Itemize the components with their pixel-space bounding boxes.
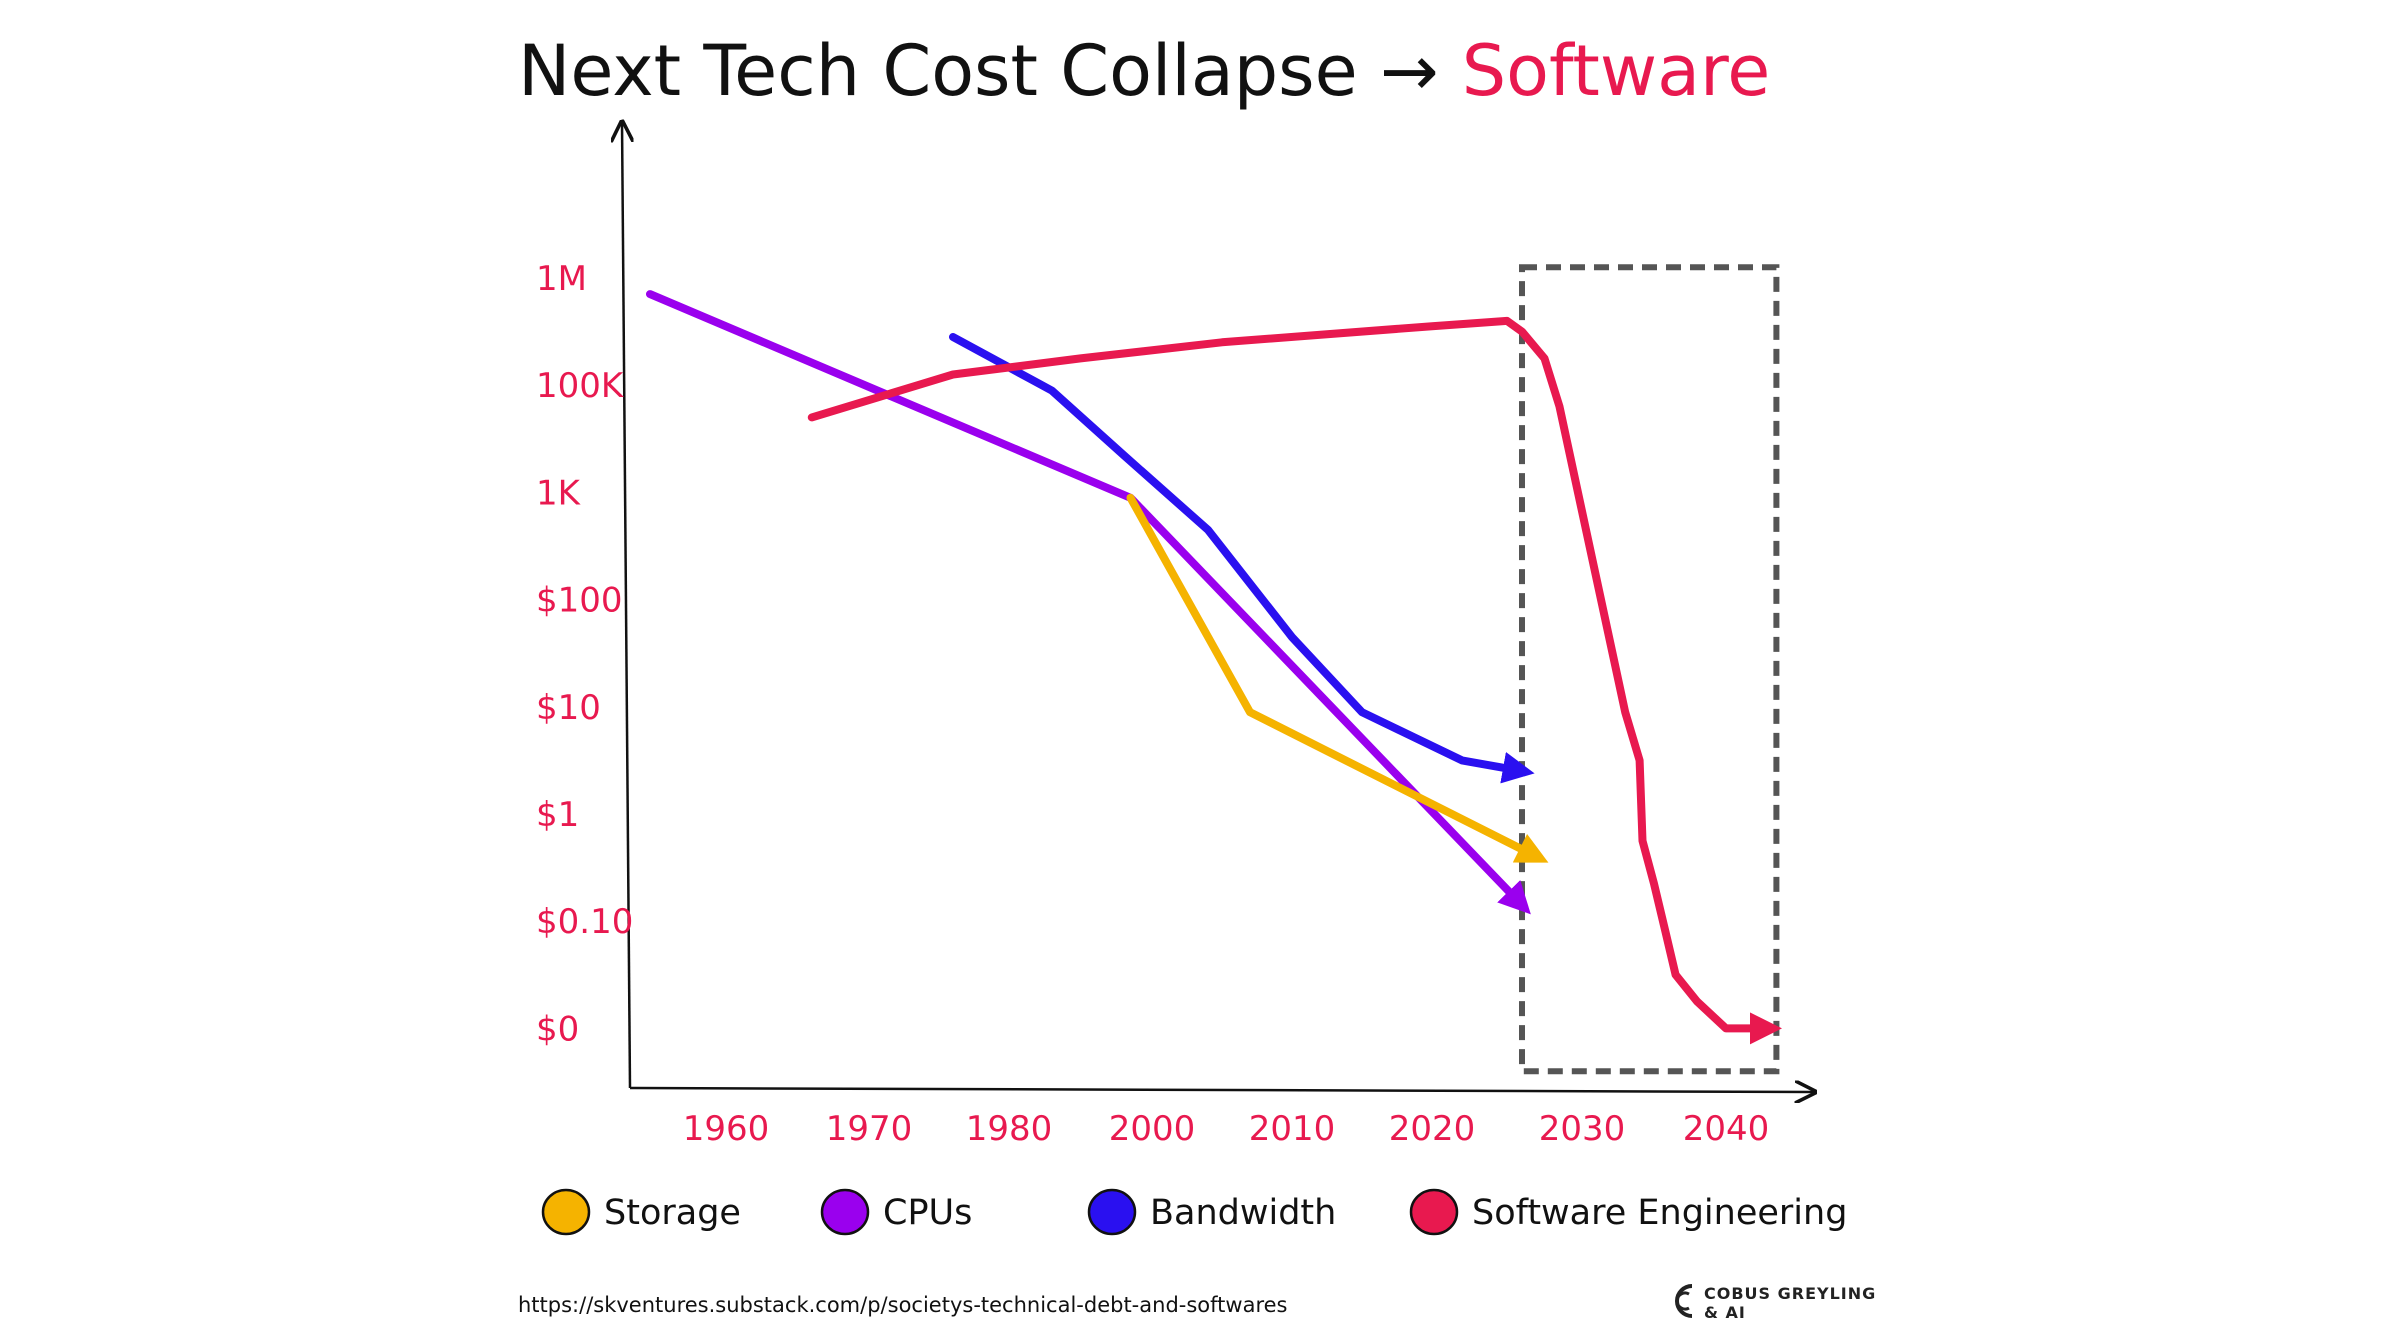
x-tick-1960: 1960 — [683, 1109, 770, 1149]
y-tick--0-10: $0.10 — [536, 902, 633, 942]
series-layer — [646, 290, 1782, 1045]
y-tick-labels: 1M 100K 1K $100 $10 $1 $0.10 $0 — [536, 259, 633, 1049]
x-tick-2020: 2020 — [1389, 1109, 1476, 1149]
series-line-cpus — [646, 290, 1531, 915]
x-axis — [629, 1088, 1815, 1092]
x-tick-1970: 1970 — [826, 1109, 913, 1149]
x-tick-1980: 1980 — [966, 1109, 1053, 1149]
series-line-storage — [1126, 493, 1549, 863]
legend: Storage CPUs Bandwidth Software Engineering — [541, 1188, 1847, 1236]
legend-swatch-storage — [541, 1188, 591, 1236]
y-axis — [622, 122, 630, 1089]
chart-title: Next Tech Cost Collapse → Software — [518, 30, 1770, 112]
x-tick-2040: 2040 — [1683, 1109, 1770, 1149]
brand-inner-c-icon — [1675, 1291, 1690, 1311]
y-tick--0: $0 — [536, 1009, 579, 1049]
source-url[interactable]: https://skventures.substack.com/p/societ… — [518, 1293, 1287, 1317]
y-tick-1m: 1M — [536, 259, 587, 299]
brand-c-icon — [1675, 1284, 1693, 1318]
x-tick-labels: 1960 1970 1980 2000 2010 2020 2030 2040 — [683, 1109, 1770, 1149]
chart-title-accent: Software — [1462, 30, 1771, 112]
legend-swatch-bandwidth — [1087, 1188, 1137, 1236]
brand-suffix: & AI — [1704, 1303, 1746, 1322]
legend-label-software-engineering: Software Engineering — [1472, 1193, 1847, 1233]
y-tick--10: $10 — [536, 688, 601, 728]
y-tick-1k: 1K — [536, 473, 582, 513]
highlight-box — [1519, 264, 1780, 1075]
x-tick-2010: 2010 — [1249, 1109, 1336, 1149]
series-line-bandwidth — [949, 333, 1535, 784]
legend-label-cpus: CPUs — [883, 1193, 972, 1233]
y-tick-100k: 100K — [536, 366, 625, 406]
brand-name: COBUS GREYLING — [1704, 1284, 1876, 1303]
legend-label-storage: Storage — [604, 1193, 741, 1233]
chart-title-main: Next Tech Cost Collapse → — [518, 30, 1439, 112]
y-tick--100: $100 — [536, 581, 623, 621]
x-tick-2000: 2000 — [1109, 1109, 1196, 1149]
legend-label-bandwidth: Bandwidth — [1150, 1193, 1336, 1233]
brand-logo: COBUS GREYLING & AI — [1675, 1284, 1876, 1322]
y-tick--1: $1 — [536, 795, 579, 835]
legend-swatch-software-engineering — [1409, 1188, 1459, 1236]
x-tick-2030: 2030 — [1539, 1109, 1626, 1149]
series-line-software-engineering — [807, 316, 1782, 1045]
legend-swatch-cpus — [820, 1188, 870, 1236]
